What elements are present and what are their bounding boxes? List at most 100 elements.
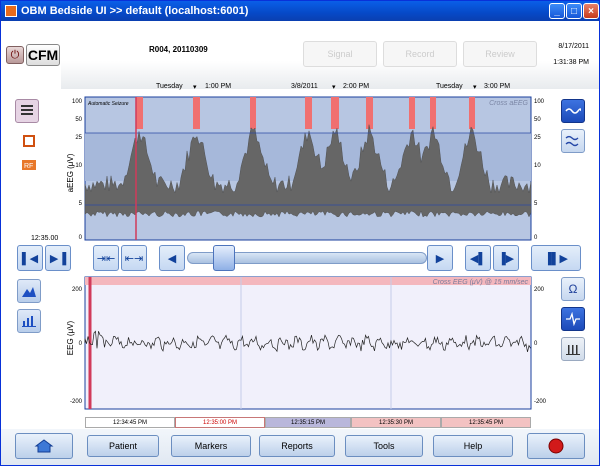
scrollbar-track[interactable] <box>187 252 427 264</box>
histogram-icon <box>566 345 580 355</box>
patient-button[interactable]: Patient <box>87 435 159 457</box>
spike-wave-icon <box>566 312 580 326</box>
timestamp-2: 12:35:00 PM <box>175 417 265 428</box>
next-page-button[interactable]: ▐▶ <box>493 245 519 271</box>
spectrum-button[interactable] <box>561 337 585 361</box>
jump-right-button[interactable]: ▶▐ <box>45 245 71 271</box>
zoom-in-button[interactable]: ⇥⇤ <box>93 245 119 271</box>
power-button[interactable]: ⏻ <box>6 46 24 64</box>
record-stop-button[interactable] <box>527 433 585 459</box>
timestamp-5: 12:35:45 PM <box>441 417 531 428</box>
live-button[interactable]: ▐▌▶ <box>531 245 581 271</box>
scroll-right-button[interactable]: ▶ <box>427 245 453 271</box>
home-button[interactable] <box>15 433 73 459</box>
scrollbar-thumb[interactable] <box>213 245 235 271</box>
minimize-button[interactable]: _ <box>549 3 565 19</box>
time-label-day-2: Tuesday <box>436 83 463 90</box>
position-time: 12:35.00 <box>31 235 59 242</box>
eeg-ytick-right-bottom: -200 <box>534 399 547 405</box>
aeeg-overlay-label: Cross aEEG <box>489 100 528 107</box>
impedance-button[interactable]: Ω <box>561 277 585 301</box>
bars-button[interactable] <box>17 309 41 333</box>
eeg-chart: EEG (μV) Cross EEG (μV) @ 15 mm/sec 200 … <box>66 276 547 410</box>
record-icon <box>548 438 564 454</box>
prev-page-button[interactable]: ◀▌ <box>465 245 491 271</box>
aeeg-ytick-right: 5 <box>534 201 538 207</box>
eeg-wave-button[interactable] <box>561 307 585 331</box>
seizure-marker[interactable] <box>469 97 475 129</box>
aeeg-waveform-button[interactable] <box>561 99 585 123</box>
time-label-day-1: Tuesday <box>156 83 183 90</box>
aeeg-ytick-left: 25 <box>75 135 82 141</box>
seizure-marker[interactable] <box>305 97 312 129</box>
time-dropdown-1[interactable]: ▾ <box>193 84 197 91</box>
aeeg-ylabel: aEEG (μV) <box>66 153 75 192</box>
signal-button[interactable]: Signal <box>303 41 377 67</box>
record-id: R004, 20110309 <box>149 45 208 54</box>
current-date: 8/17/2011 <box>558 43 589 50</box>
svg-text:RF: RF <box>24 163 33 170</box>
rf-button[interactable]: RF <box>17 153 41 177</box>
time-label-2: 2:00 PM <box>343 83 370 90</box>
seizure-marker[interactable] <box>136 97 143 129</box>
app-icon <box>5 5 17 17</box>
scroll-left-button[interactable]: ◀ <box>159 245 185 271</box>
aeeg-ytick-right: 25 <box>534 135 541 141</box>
seizure-marker[interactable] <box>193 97 200 129</box>
maximize-button[interactable]: □ <box>566 3 582 19</box>
aeeg-ytick-right: 100 <box>534 99 545 105</box>
mountain-icon <box>22 287 36 297</box>
zoom-out-button[interactable]: ⇤⇥ <box>121 245 147 271</box>
time-label-1: 1:00 PM <box>205 83 232 90</box>
bar-chart-icon <box>22 316 36 327</box>
time-dropdown-3[interactable]: ▾ <box>473 84 477 91</box>
list-icon <box>21 105 33 115</box>
aeeg-trace <box>84 124 532 218</box>
aeeg-ytick-right: 10 <box>534 163 541 169</box>
eeg-overlay-label: Cross EEG (μV) @ 15 mm/sec <box>433 279 529 286</box>
home-icon <box>34 439 54 453</box>
dual-wave-button[interactable] <box>561 129 585 153</box>
rf-icon: RF <box>22 160 36 170</box>
markers-button[interactable]: Markers <box>171 435 251 457</box>
reports-button[interactable]: Reports <box>259 435 335 457</box>
double-wave-icon <box>565 135 579 147</box>
seizure-marker[interactable] <box>430 97 436 129</box>
aeeg-ytick-left: 0 <box>79 235 83 241</box>
aeeg-ytick-left: 50 <box>75 117 82 123</box>
timestamp-4: 12:35:30 PM <box>351 417 441 428</box>
jump-left-button[interactable]: ▌◀ <box>17 245 43 271</box>
seizure-marker[interactable] <box>331 97 339 129</box>
omega-icon: Ω <box>568 282 578 296</box>
time-dropdown-2[interactable]: ▾ <box>332 84 336 91</box>
timestamp-3: 12:35:15 PM <box>265 417 351 428</box>
seizure-marker[interactable] <box>409 97 415 129</box>
montage-button[interactable] <box>17 279 41 303</box>
wave-icon <box>565 108 581 114</box>
timestamp-1: 12:34:45 PM <box>85 417 175 428</box>
cfm-badge: CFM <box>26 44 60 66</box>
seizure-marker[interactable] <box>250 97 256 129</box>
tools-button[interactable]: Tools <box>345 435 423 457</box>
aeeg-ytick-right: 50 <box>534 117 541 123</box>
eeg-ylabel: EEG (μV) <box>66 320 75 355</box>
aeeg-ytick-left: 5 <box>79 201 83 207</box>
eeg-top-band <box>85 277 531 285</box>
time-label-date: 3/8/2011 <box>291 83 318 90</box>
aeeg-ytick-right: 0 <box>534 235 538 241</box>
close-button[interactable]: × <box>583 3 599 19</box>
review-button[interactable]: Review <box>463 41 537 67</box>
record-button[interactable]: Record <box>383 41 457 67</box>
crop-button[interactable] <box>17 129 41 153</box>
eeg-ytick-right-mid: 0 <box>534 341 538 347</box>
time-label-3: 3:00 PM <box>484 83 511 90</box>
eeg-ytick-left-bottom: -200 <box>70 399 83 405</box>
aeeg-settings-button[interactable] <box>15 99 39 123</box>
eeg-trace <box>84 330 531 353</box>
eeg-ytick-right-top: 200 <box>534 287 545 293</box>
seizure-marker[interactable] <box>366 97 373 129</box>
help-button[interactable]: Help <box>433 435 513 457</box>
